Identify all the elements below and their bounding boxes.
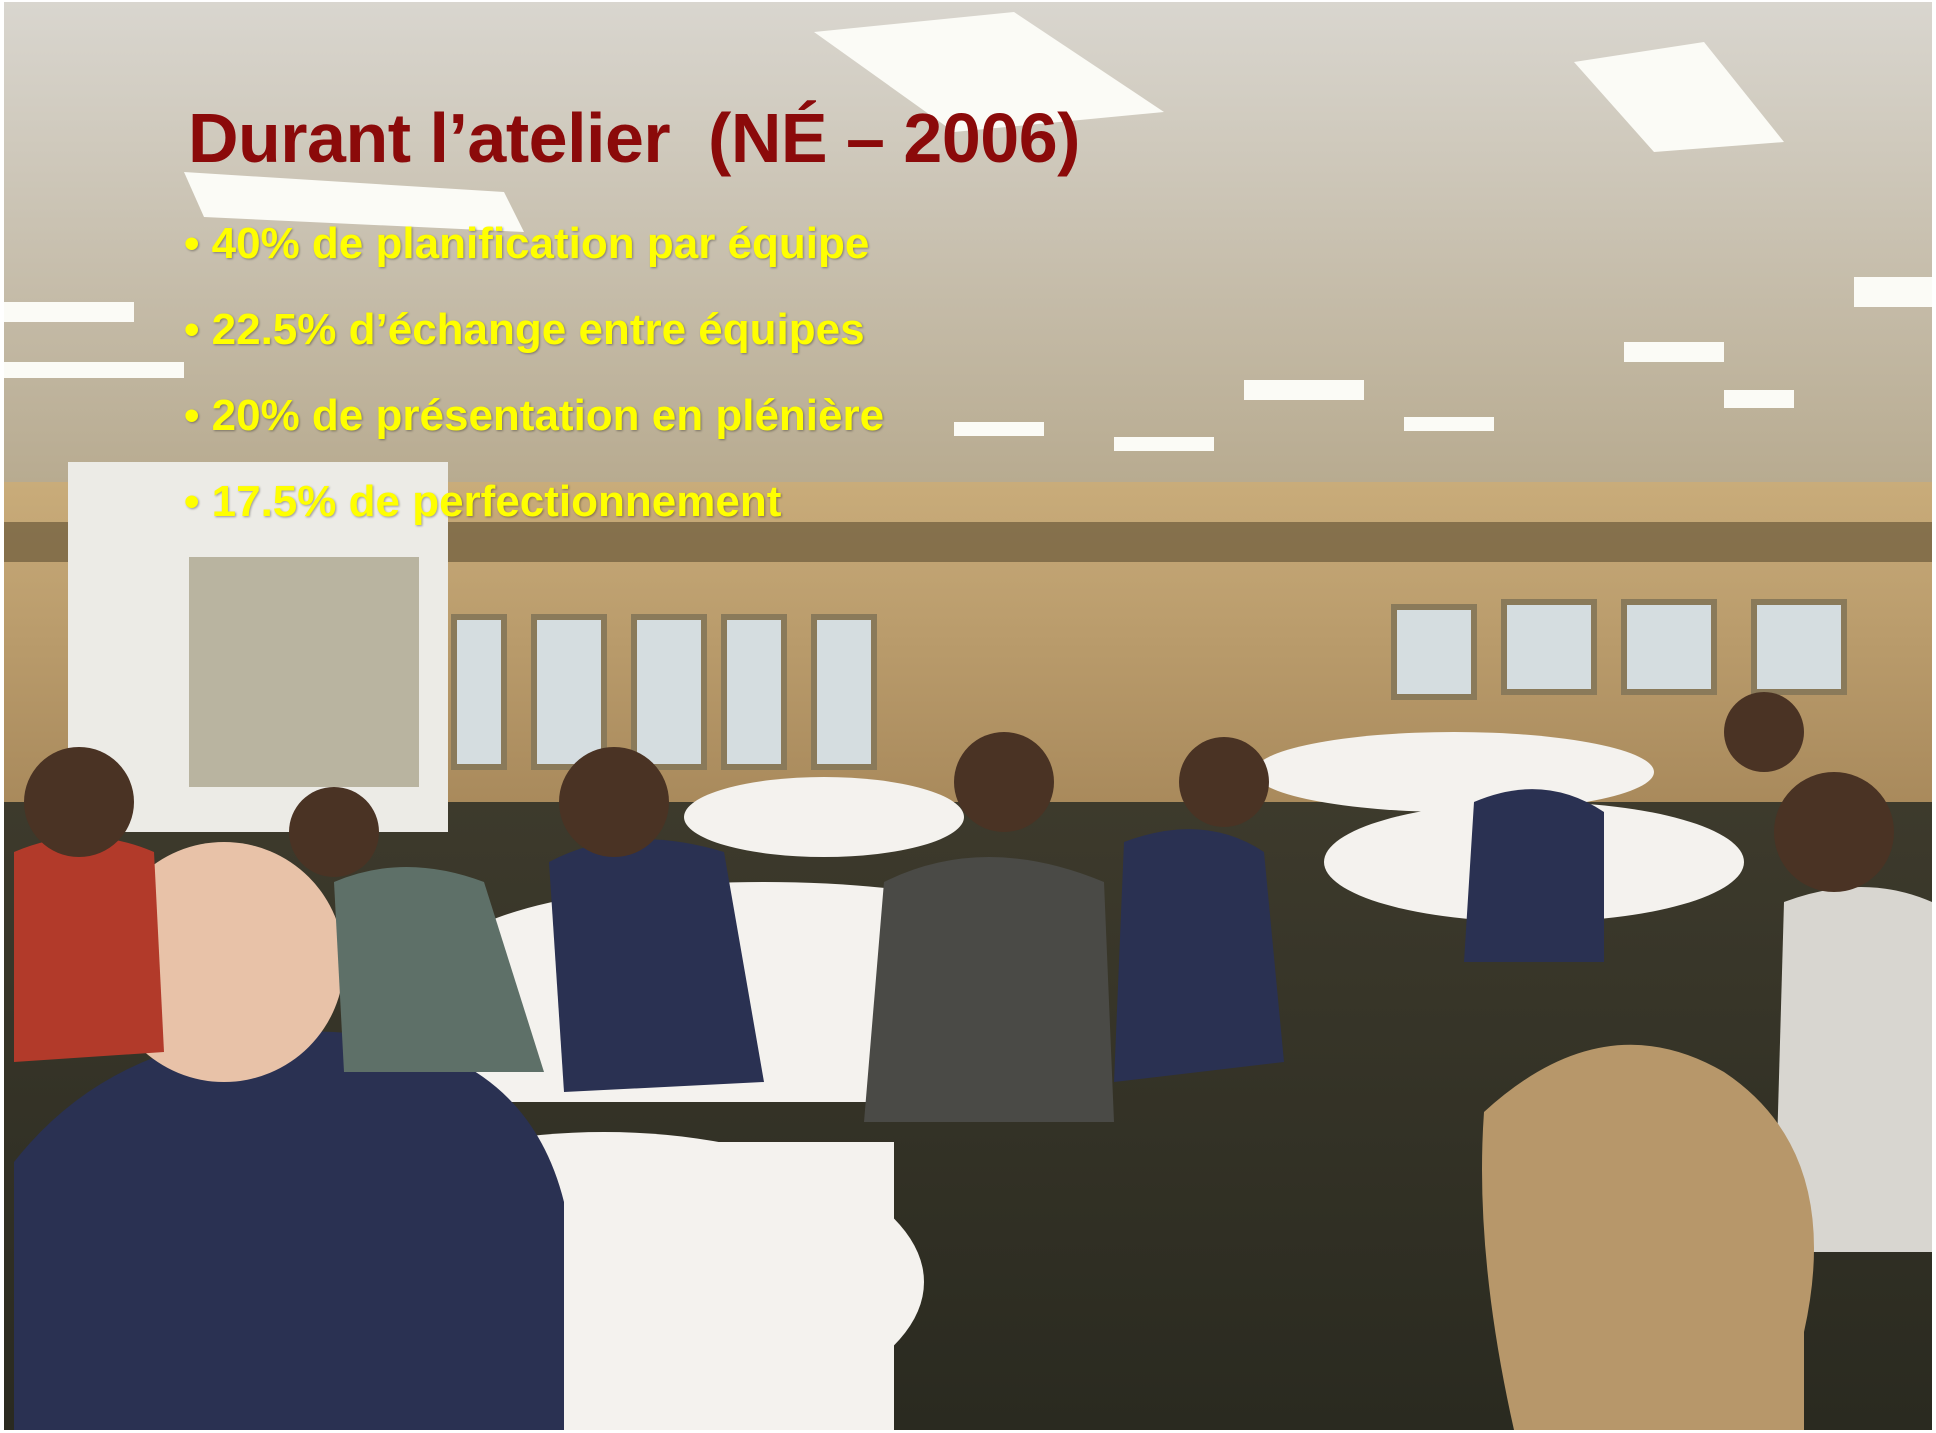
slide: Durant l’atelier (NÉ – 2006) 40% de plan… [4,2,1932,1430]
bullet-list: 40% de planification par équipe 22.5% d’… [184,214,884,558]
bullet-item: 40% de planification par équipe [184,214,884,300]
slide-title: Durant l’atelier (NÉ – 2006) [188,98,1080,178]
bullet-item: 17.5% de perfectionnement [184,472,884,558]
bullet-item: 22.5% d’échange entre équipes [184,300,884,386]
bullet-item: 20% de présentation en plénière [184,386,884,472]
page: Durant l’atelier (NÉ – 2006) 40% de plan… [0,2,1936,1433]
